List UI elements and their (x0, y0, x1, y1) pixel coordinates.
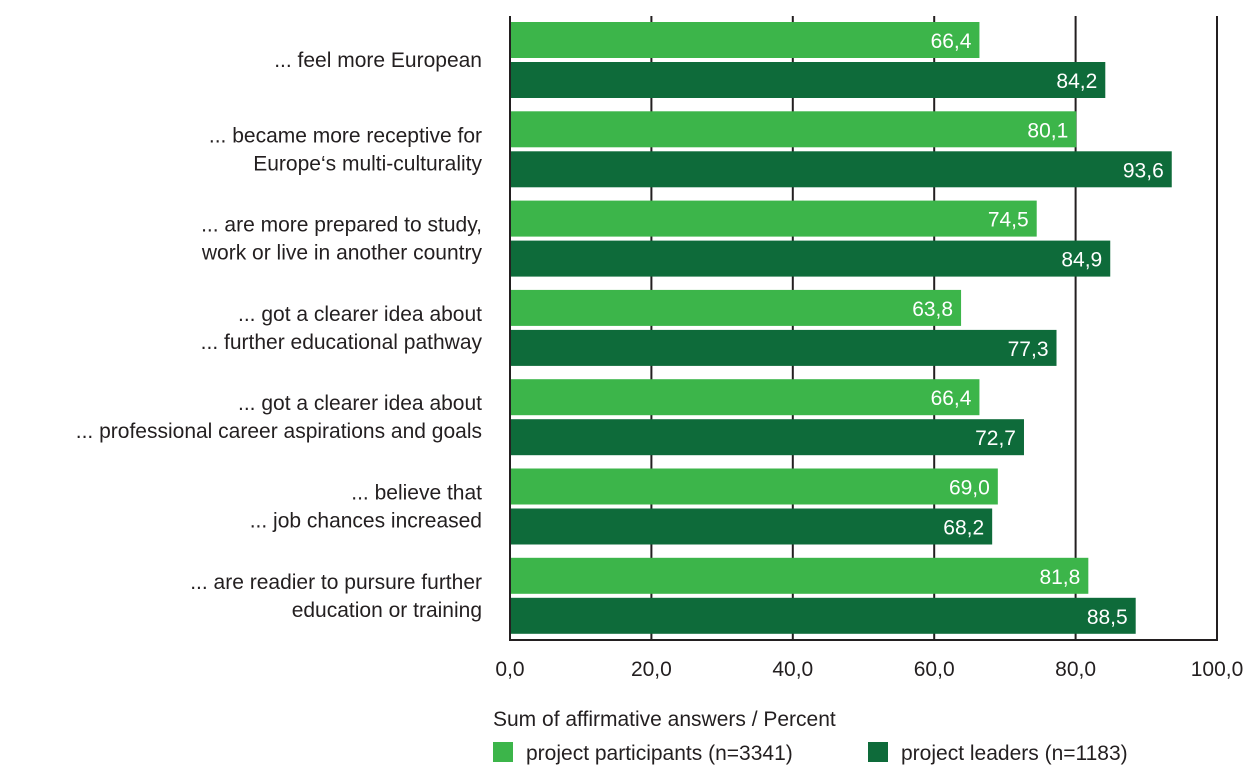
x-tick-label: 60,0 (914, 658, 955, 681)
x-tick-label: 100,0 (1191, 658, 1244, 681)
bar (510, 151, 1172, 188)
bar (510, 111, 1077, 148)
x-axis: 0,0 20,0 40,0 60,0 80,0 100,0 (495, 16, 1243, 681)
bar-value-label: 72,7 (975, 427, 1016, 450)
legend-label: project participants (n=3341) (526, 742, 793, 765)
bars: 66,484,280,193,674,584,963,877,366,472,7… (510, 22, 1172, 634)
bar (510, 22, 980, 58)
bar-value-label: 66,4 (931, 387, 972, 410)
gridlines (650, 16, 1218, 640)
category-label: ... job chances increased (250, 510, 482, 533)
category-label: ... became more receptive for (209, 124, 482, 147)
bar-value-label: 81,8 (1039, 566, 1080, 589)
category-label: ... are more prepared to study, (201, 214, 482, 237)
x-tick-label: 20,0 (631, 658, 672, 681)
bar (510, 597, 1136, 634)
bar-value-label: 80,1 (1027, 119, 1068, 142)
legend-label: project leaders (n=1183) (901, 742, 1128, 765)
x-tick-label: 0,0 (495, 658, 524, 681)
category-label: education or training (292, 599, 482, 622)
bar-value-label: 84,9 (1061, 249, 1102, 272)
category-label: work or live in another country (201, 242, 483, 265)
category-label: ... are readier to pursure further (190, 571, 482, 594)
bar-value-label: 74,5 (988, 209, 1029, 232)
bar (510, 62, 1106, 98)
bar-value-label: 63,8 (912, 298, 953, 321)
x-axis-label: Sum of affirmative answers / Percent (493, 708, 836, 731)
bar (510, 200, 1037, 237)
bar (510, 419, 1024, 456)
bar-value-label: 68,2 (943, 517, 984, 540)
bar-value-label: 66,4 (931, 30, 972, 53)
x-tick-label: 80,0 (1055, 658, 1096, 681)
bar (510, 557, 1089, 594)
category-labels: ... feel more European ... became more re… (76, 49, 483, 622)
category-label: ... feel more European (274, 49, 482, 72)
bar (510, 329, 1057, 366)
category-label: Europe‘s multi-culturality (253, 152, 482, 175)
x-tick-label: 40,0 (772, 658, 813, 681)
bar-value-label: 69,0 (949, 477, 990, 500)
category-label: ... professional career aspirations and … (76, 420, 482, 443)
bar (510, 379, 980, 416)
bar-value-label: 77,3 (1008, 338, 1049, 361)
bar-value-label: 93,6 (1123, 159, 1164, 182)
category-label: ... further educational pathway (201, 331, 483, 354)
bar-value-label: 84,2 (1056, 70, 1097, 93)
bar (510, 289, 962, 326)
bar-value-label: 88,5 (1087, 606, 1128, 629)
legend-swatch (493, 742, 513, 762)
bar (510, 240, 1111, 277)
category-label: ... got a clearer idea about (238, 392, 482, 415)
bar (510, 508, 993, 545)
category-label: ... believe that (351, 482, 482, 505)
legend: project participants (n=3341) project lea… (493, 742, 1128, 765)
bar (510, 468, 998, 505)
category-label: ... got a clearer idea about (238, 303, 482, 326)
legend-swatch (868, 742, 888, 762)
